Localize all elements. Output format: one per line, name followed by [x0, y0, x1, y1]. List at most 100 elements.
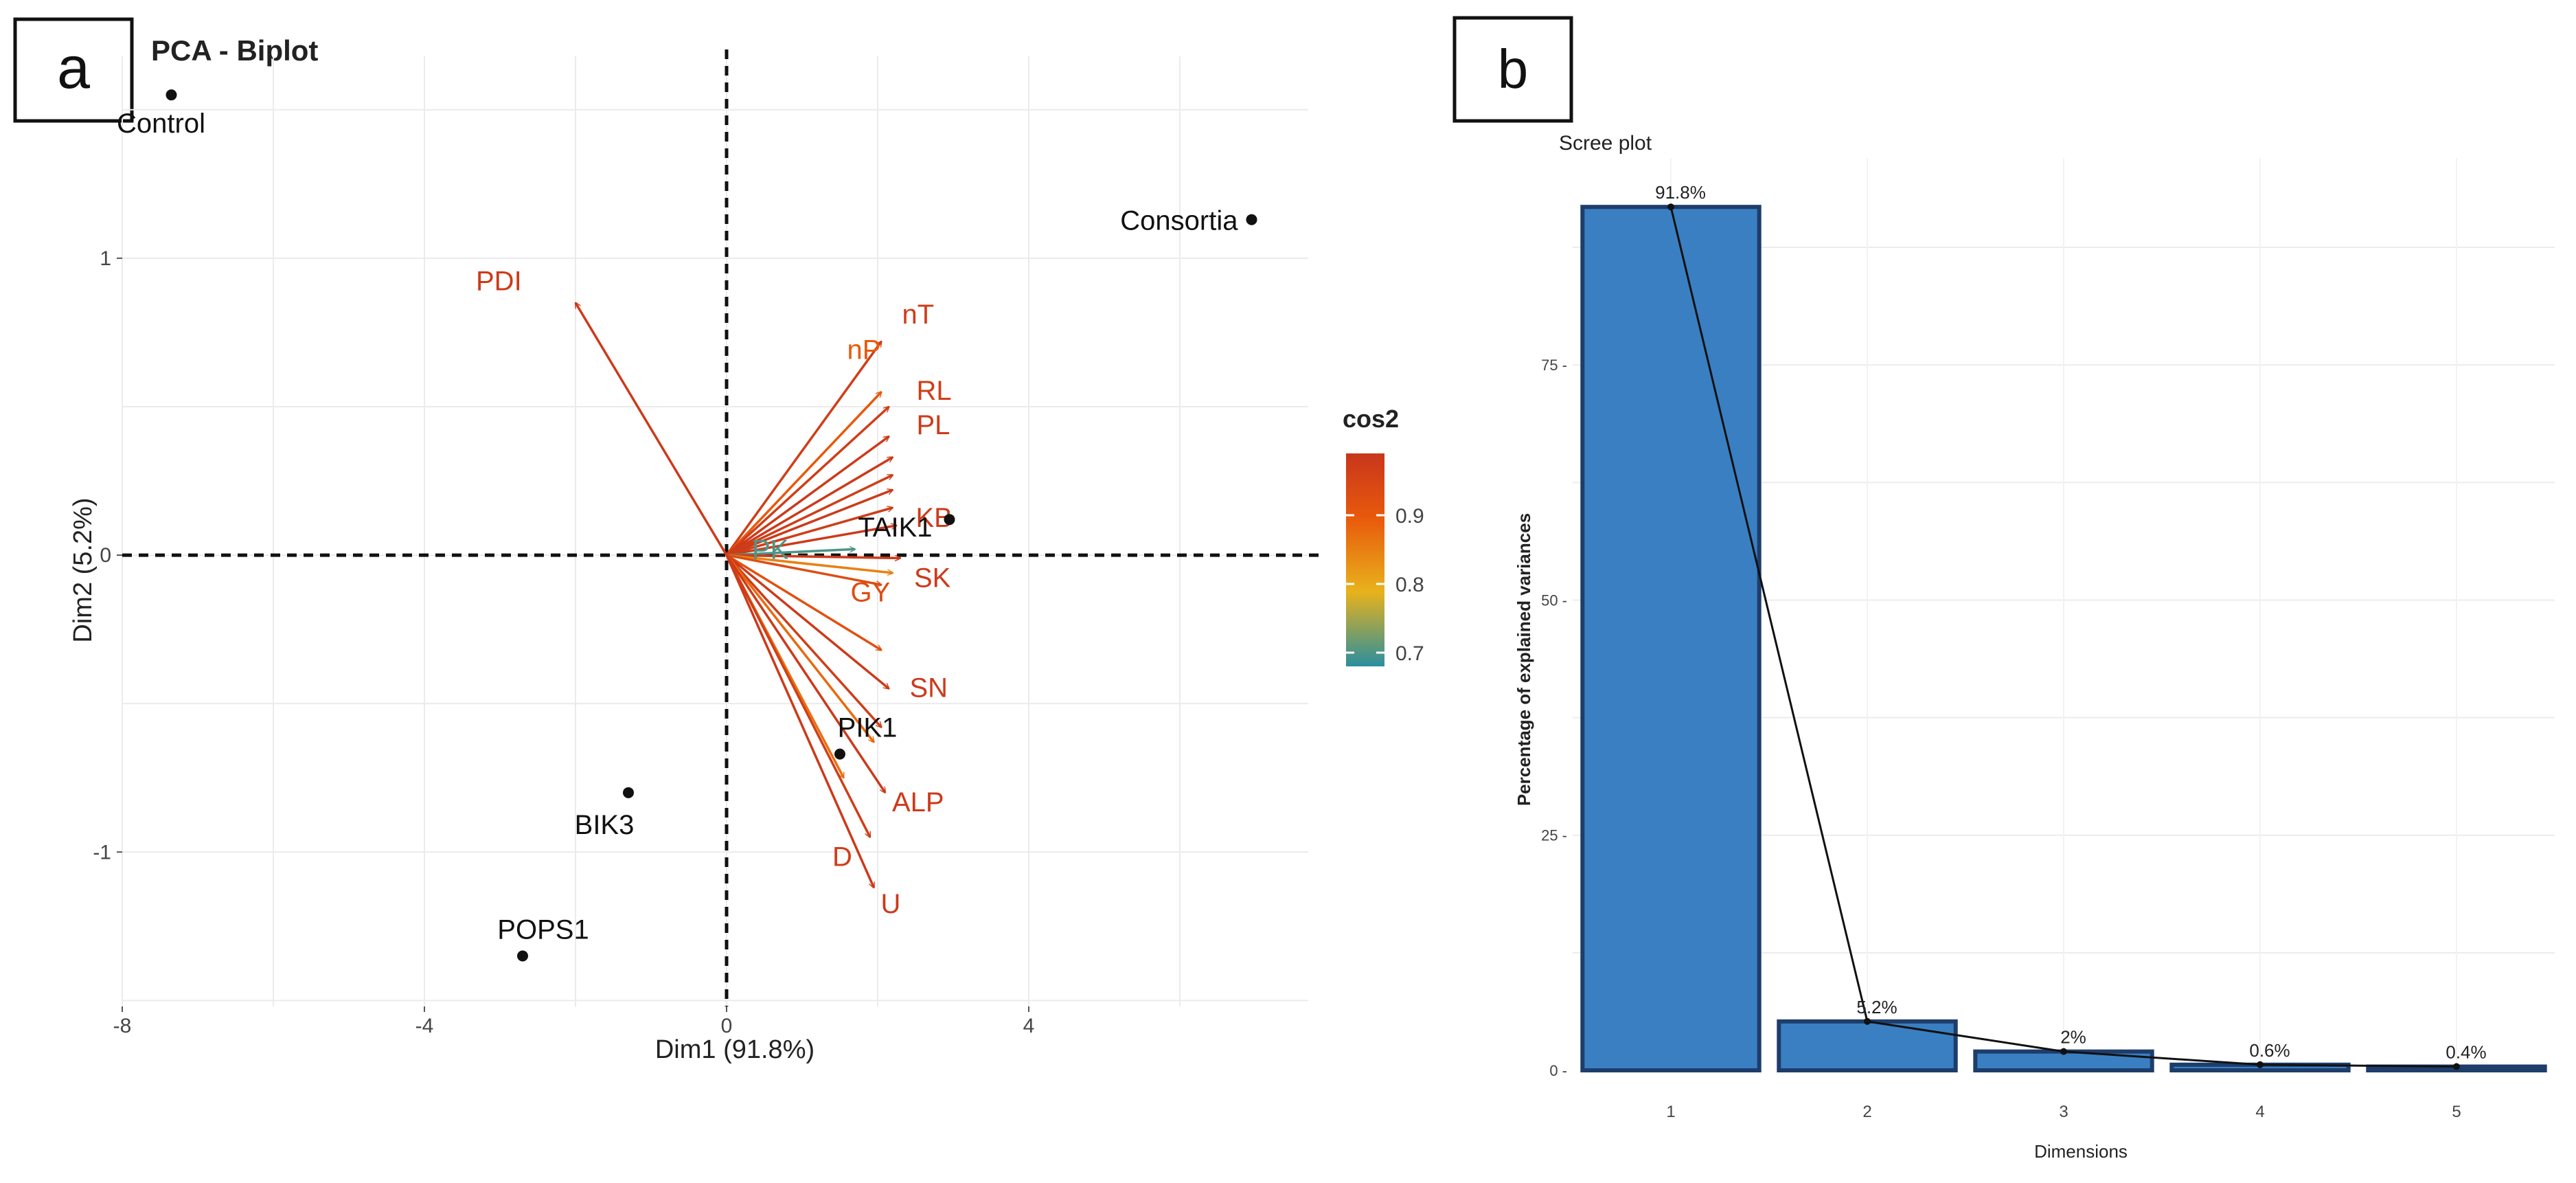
scree-ylabel: Percentage of explained variances — [1514, 513, 1534, 806]
scree-title: Scree plot — [1559, 132, 1652, 155]
variable-arrow — [726, 554, 882, 651]
scree-y-tick-label: 25 - — [1541, 827, 1567, 844]
variable-label: RL — [917, 376, 952, 406]
variable-arrow — [726, 549, 855, 556]
variable-label: nP — [847, 335, 881, 365]
variable-label: D — [832, 842, 852, 872]
variable-arrow — [726, 473, 893, 556]
x-tick-label: -4 — [415, 1015, 434, 1037]
variable-arrow — [726, 526, 897, 556]
scree-bar — [1777, 1019, 1958, 1072]
scree-data-label: 91.8% — [1655, 182, 1706, 203]
variable-label: PK — [752, 534, 789, 565]
variable-arrow — [725, 554, 887, 793]
scree-x-tick-label: 3 — [2059, 1103, 2068, 1121]
variable-arrow — [726, 554, 893, 573]
individual-point — [834, 748, 845, 760]
legend-tick-label: 0.9 — [1395, 505, 1424, 528]
legend-tick-label: 0.8 — [1395, 574, 1424, 596]
variable-arrow — [725, 341, 882, 556]
scree-y-tick-label: 0 - — [1549, 1062, 1567, 1079]
individual-point — [623, 787, 634, 798]
panel-b-label-box — [1452, 16, 1573, 123]
variable-label: ALP — [892, 787, 944, 818]
scree-data-label: 0.4% — [2446, 1042, 2486, 1063]
x-tick-label: 4 — [1023, 1015, 1035, 1037]
scree-bar — [1580, 205, 1762, 1072]
x-tick-label: 0 — [721, 1015, 733, 1037]
panel-b: b Scree plot 91.8% 5.2% 2% 0.6% 0.4% 0 - 25 -… — [1452, 16, 2555, 1162]
biplot-xlabel: Dim1 (91.8%) — [655, 1035, 814, 1064]
scree-x-tick-label: 1 — [1666, 1103, 1675, 1121]
variable-arrow — [574, 303, 728, 556]
variable-label: GY — [851, 577, 891, 607]
scree-x-tick-label: 2 — [1862, 1103, 1871, 1121]
scree-bars — [1580, 205, 2547, 1072]
individual-point — [944, 514, 955, 526]
variable-arrow — [726, 554, 882, 585]
individual-label: Control — [117, 109, 205, 139]
individual-label: POPS1 — [497, 915, 589, 945]
variable-arrow — [725, 554, 876, 888]
legend-tick-label: 0.7 — [1395, 642, 1424, 665]
biplot-grid — [122, 56, 1308, 1006]
scree-data-label: 0.6% — [2249, 1040, 2290, 1061]
variable-arrow — [726, 554, 900, 558]
biplot-individuals: Control Consortia TAIK1 PIK1 BIK3 POPS1 — [117, 89, 1257, 962]
scree-data-label: 2% — [2060, 1027, 2086, 1048]
scree-axes: 0 - 25 - 50 - 75 - 1 2 3 4 5 — [1541, 357, 2461, 1121]
y-tick-label: 1 — [100, 247, 111, 270]
x-tick-label: -8 — [113, 1015, 132, 1037]
scree-line — [1667, 203, 2460, 1070]
scree-x-tick-label: 4 — [2255, 1103, 2264, 1121]
variable-label: SK — [914, 563, 951, 593]
cos2-legend-title: cos2 — [1343, 405, 1399, 433]
individual-label: TAIK1 — [858, 512, 932, 543]
variable-arrow — [725, 436, 889, 556]
biplot-ylabel: Dim2 (5.2%) — [69, 497, 98, 642]
y-tick-label: 0 — [100, 544, 111, 567]
scree-point — [1864, 1017, 1871, 1025]
scree-point — [2453, 1063, 2460, 1070]
variable-label: PDI — [476, 267, 522, 297]
scree-x-tick-label: 5 — [2452, 1103, 2461, 1121]
scree-y-tick-label: 75 - — [1541, 357, 1567, 374]
variable-label: SN — [910, 673, 948, 703]
scree-point — [1667, 203, 1674, 211]
panel-a-label-box — [13, 17, 134, 123]
individual-point — [166, 89, 177, 101]
scree-point — [2060, 1048, 2067, 1055]
scree-point — [2257, 1061, 2264, 1068]
panel-a: a PCA - Biplot -8 -4 0 4-101 PDInTnPRLPLKBP… — [13, 17, 1424, 1064]
variable-arrow — [725, 554, 889, 688]
variable-arrow — [725, 407, 889, 556]
scree-data-labels: 91.8% 5.2% 2% 0.6% 0.4% — [1655, 182, 2487, 1062]
biplot-title: PCA - Biplot — [151, 34, 318, 67]
variable-label: U — [881, 889, 901, 919]
variable-arrow — [726, 508, 893, 556]
individual-point — [517, 950, 528, 962]
scree-xlabel: Dimensions — [2034, 1141, 2128, 1162]
variable-arrow — [725, 554, 871, 837]
panel-a-label: a — [57, 35, 90, 101]
variable-label: nT — [902, 300, 935, 330]
variable-arrow — [726, 455, 893, 556]
panel-b-label: b — [1498, 38, 1529, 100]
cos2-colorbar — [1346, 453, 1384, 666]
variable-arrow — [725, 554, 874, 742]
individual-label: BIK3 — [575, 810, 635, 840]
variable-label: PL — [917, 410, 950, 440]
individual-label: PIK1 — [838, 713, 898, 743]
variable-arrow — [725, 554, 882, 728]
scree-data-label: 5.2% — [1856, 997, 1897, 1017]
individual-point — [1246, 214, 1257, 225]
biplot-axes: -8 -4 0 4 -1 0 1 — [93, 49, 1319, 1037]
y-tick-label: -1 — [93, 841, 111, 864]
cos2-legend: cos2 0.9 0.8 0.7 — [1343, 405, 1424, 666]
variable-arrow — [725, 392, 882, 556]
variable-arrow — [726, 490, 893, 556]
individual-label: Consortia — [1120, 206, 1238, 236]
scree-y-tick-label: 50 - — [1541, 592, 1567, 609]
